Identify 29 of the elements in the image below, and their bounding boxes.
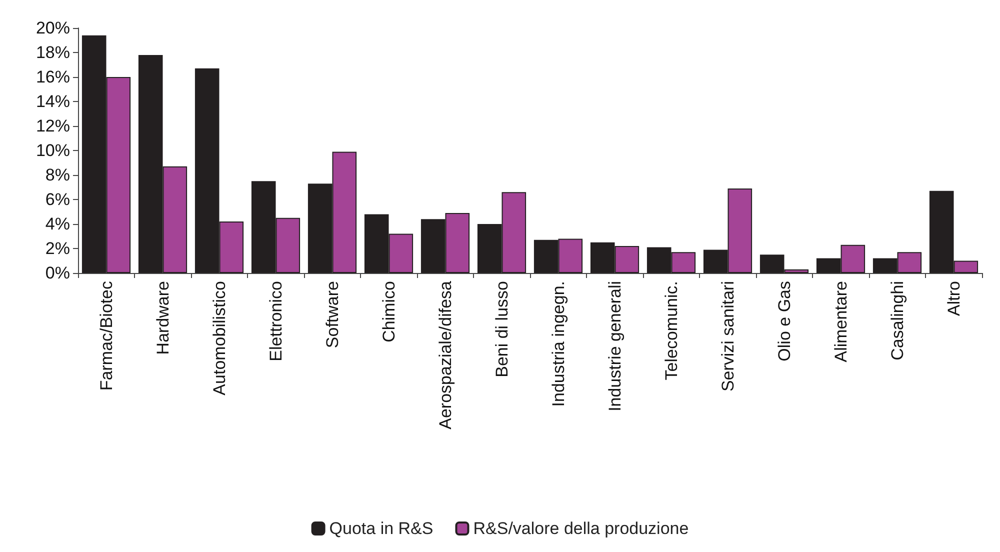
x-tick-label: Beni di lusso (492, 281, 512, 378)
y-tick-label: 10% (36, 141, 70, 160)
x-tick-label: Hardware (153, 281, 172, 355)
x-tick-label: Casalinghi (888, 281, 907, 360)
x-tick-label: Automobilistico (210, 281, 229, 396)
x-tick-label: Industrie generali (605, 281, 624, 412)
x-tick-label: Aerospaziale/difesa (436, 280, 455, 430)
legend-label: R&S/valore della produzione (473, 519, 689, 538)
x-tick-label: Alimentare (831, 281, 850, 362)
x-tick-label: Industria ingegn. (548, 281, 568, 407)
y-tick-label: 16% (36, 68, 70, 86)
y-tick-label: 8% (45, 166, 70, 184)
y-tick-label: 14% (36, 92, 70, 111)
y-tick-label: 18% (36, 43, 70, 62)
y-tick-label: 0% (45, 264, 70, 282)
y-tick-label: 2% (45, 239, 70, 258)
x-tick-label: Chimico (379, 281, 398, 342)
x-tick-label: Elettronico (266, 281, 286, 362)
x-tick-label: Farmac/Biotec (96, 280, 116, 391)
y-tick-label: 4% (45, 214, 70, 234)
legend-label: Quota in R&S (329, 519, 434, 538)
y-tick-label: 6% (45, 190, 70, 209)
x-tick-label: Telecomunic. (662, 281, 681, 380)
x-tick-label: Software (322, 281, 342, 348)
x-tick-label: Servizi sanitari (718, 281, 738, 392)
x-tick-label: Olio e Gas (774, 281, 794, 362)
y-tick-label: 20% (36, 18, 70, 38)
y-tick-label: 12% (36, 116, 70, 136)
x-tick-label: Altro (944, 281, 964, 316)
